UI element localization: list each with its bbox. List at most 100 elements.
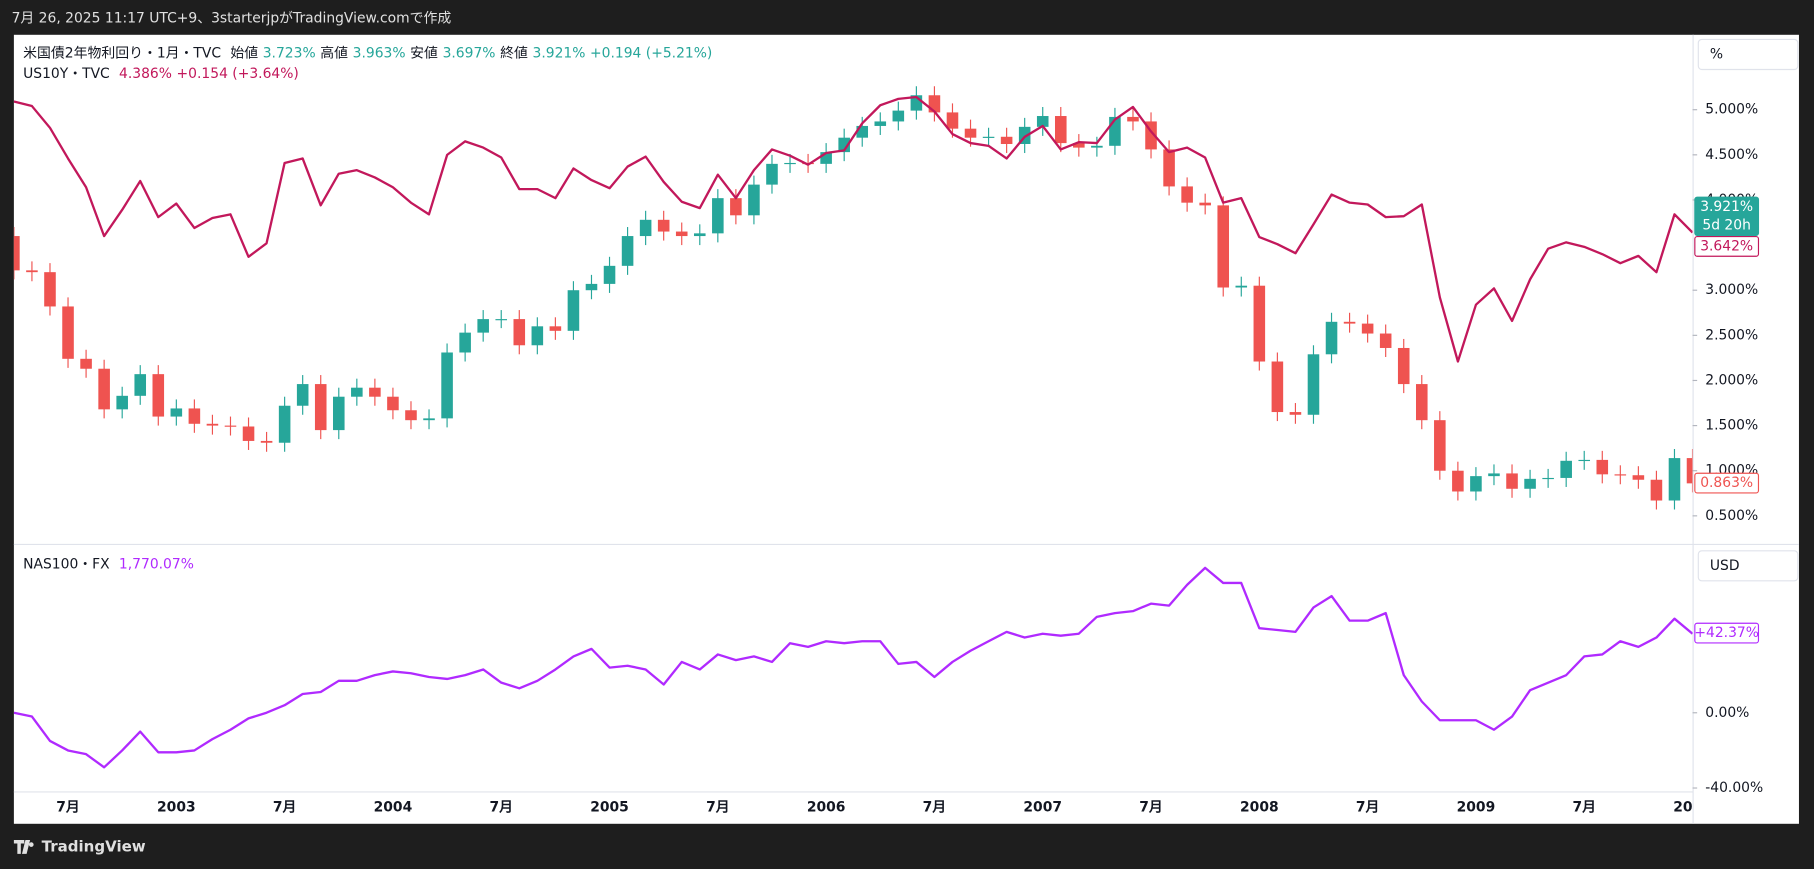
y-tick-label: 3.000% [1705, 282, 1758, 298]
price-label-countdown: 5d 20h [1702, 218, 1751, 234]
x-tick-label: 2007 [1023, 800, 1062, 816]
legend-item: 4.386% [119, 66, 172, 82]
candle-body [13, 236, 20, 271]
candle-body [170, 408, 183, 417]
candle-body [1397, 347, 1410, 385]
logo-icon[interactable] [13, 839, 34, 854]
candle-body [748, 184, 760, 216]
candle-body [1470, 476, 1482, 492]
candle-body [1415, 384, 1428, 421]
candle-body [44, 272, 56, 307]
candle-body [585, 283, 598, 291]
y-tick-label: 5.000% [1705, 102, 1758, 118]
unit-box[interactable] [1697, 38, 1799, 71]
candle-body [1036, 116, 1049, 127]
candle-body [1307, 354, 1320, 415]
series-line [13, 95, 1693, 363]
candle-body [1181, 186, 1193, 203]
unit-label[interactable]: USD [1710, 558, 1740, 574]
candle-body [1668, 458, 1681, 501]
legend-item: 3.963% [353, 45, 406, 61]
candle-body [1217, 205, 1230, 288]
legend-item: 3.723% [263, 45, 316, 61]
candle-body [1235, 285, 1248, 288]
x-tick-label: 7月 [1572, 800, 1596, 816]
x-tick-label: 7月 [489, 800, 513, 816]
candle-body [1578, 459, 1591, 462]
candle-body [332, 396, 345, 431]
candle-body [351, 387, 363, 397]
y-tick-label: 0.00% [1705, 705, 1749, 721]
candle-body [80, 358, 92, 369]
overlay-layer: 米国債2年物利回り・1月・TVC 始値 3.723% 高値 3.963% 安値 3.697%… [23, 44, 1763, 796]
candle-body [1289, 412, 1302, 415]
candle-body [838, 137, 850, 153]
legend-item: 1,770.07% [119, 557, 194, 573]
plot-layer: 7月 2003 7月 2004 7月 2005 7月 2006 7月 2007 7月 2008 7月 20… [13, 86, 1693, 816]
candle-body [459, 332, 471, 353]
candle-body [1054, 116, 1067, 144]
candle-body [820, 152, 832, 164]
y-tick-label: 0.500% [1705, 508, 1758, 524]
candle-body [116, 395, 128, 410]
candle-body [874, 121, 887, 126]
candle-body [1542, 477, 1554, 480]
candle-body [657, 219, 670, 232]
candle-body [766, 163, 778, 185]
legend-item: 終値 [500, 45, 528, 61]
candle-body [1560, 460, 1572, 478]
legend-item: +0.154 (+3.64%) [177, 66, 299, 82]
x-tick-label: 7月 [1356, 800, 1380, 816]
candle-body [1506, 473, 1518, 489]
candle-body [693, 233, 706, 237]
candle-body [369, 387, 381, 397]
candle-body [206, 423, 219, 426]
y-tick-label: 2.000% [1705, 372, 1758, 388]
price-label: 3.642% [1700, 238, 1753, 254]
x-tick-label: 2008 [1240, 800, 1279, 816]
candle-body [928, 95, 941, 113]
candle-body [62, 306, 74, 359]
candle-body [242, 426, 255, 441]
candle-body [784, 162, 796, 165]
unit-label[interactable]: % [1710, 46, 1723, 62]
candle-body [260, 440, 273, 443]
price-label-box [1694, 472, 1760, 494]
candle-body [1000, 136, 1013, 145]
candle-body [964, 128, 977, 138]
candle-body [1452, 470, 1464, 492]
legend-item: 米国債2年物利回り・1月・TVC [23, 45, 221, 61]
candle-body [1145, 121, 1157, 150]
candle-body [405, 410, 417, 421]
candle-body [314, 384, 327, 431]
header-text: 7月 26, 2025 11:17 UTC+9、3starterjpがTradi… [12, 11, 452, 27]
unit-box[interactable] [1697, 550, 1799, 582]
candle-body [26, 270, 38, 273]
candle-body [1488, 473, 1500, 477]
price-label: 3.921% [1700, 199, 1753, 215]
legend-item: NAS100・FX [23, 557, 110, 573]
x-tick-label: 7月 [56, 800, 80, 816]
candle-body [278, 405, 291, 443]
candle-body [892, 110, 905, 122]
candle-body [567, 290, 580, 331]
candle-body [603, 265, 616, 284]
x-tick-label: 2003 [157, 800, 196, 816]
x-tick-label: 2004 [374, 800, 413, 816]
candle-body [712, 198, 724, 234]
candle-body [441, 352, 453, 419]
candle-body [639, 219, 652, 237]
legend-item: 安値 [410, 45, 438, 61]
candle-body [423, 418, 435, 421]
candle-body [910, 95, 923, 111]
legend-item: 3.697% [443, 45, 496, 61]
y-tick-label: -40.00% [1705, 780, 1763, 796]
x-tick-label: 7月 [1139, 800, 1163, 816]
candle-body [387, 396, 399, 411]
brand[interactable]: TradingView [42, 837, 146, 855]
candle-body [1434, 420, 1446, 471]
candle-body [1343, 321, 1356, 324]
candle-body [296, 384, 309, 406]
